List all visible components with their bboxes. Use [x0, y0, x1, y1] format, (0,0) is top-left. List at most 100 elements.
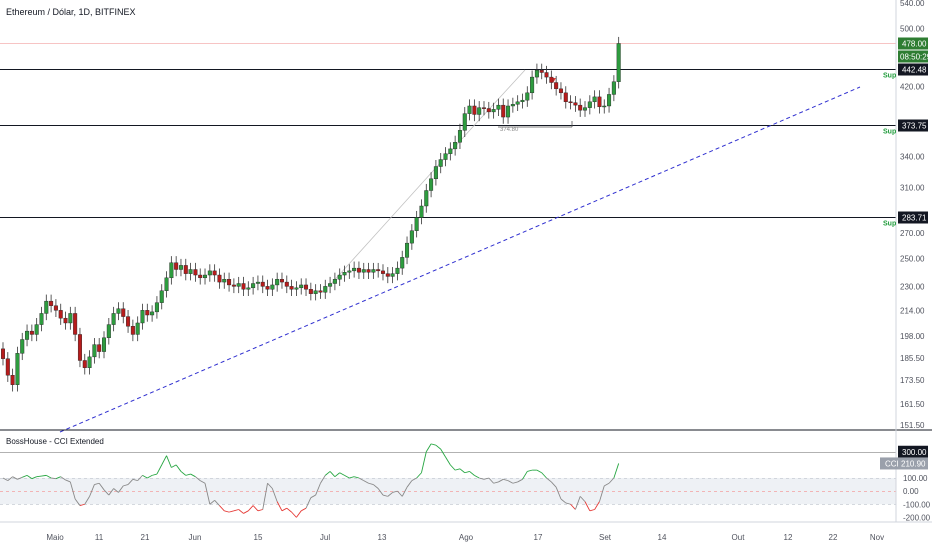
time-tick-label: 12: [784, 533, 793, 542]
cci-segment: [430, 443, 437, 446]
candle: [539, 63, 544, 80]
candle-body: [390, 273, 395, 277]
candle: [563, 86, 568, 109]
candle-body: [376, 269, 381, 272]
candle-body: [347, 270, 352, 273]
candle-body: [231, 284, 236, 287]
candle: [29, 324, 34, 342]
candle: [424, 183, 429, 213]
candle-body: [102, 337, 107, 352]
cci-segment: [503, 478, 509, 482]
candle-body: [145, 310, 150, 316]
cci-segment: [435, 444, 441, 450]
fib-guide-line: [469, 69, 526, 131]
candle-body: [424, 190, 429, 207]
candle-body: [58, 310, 63, 319]
cci-segment: [474, 474, 480, 479]
candle-body: [510, 104, 515, 107]
candle: [260, 275, 265, 294]
cci-segment: [214, 500, 220, 506]
cci-segment: [329, 471, 336, 477]
cci-segment: [142, 474, 148, 479]
candle-body: [299, 284, 304, 289]
candle: [501, 98, 506, 124]
candle: [289, 279, 294, 296]
cci-segment: [281, 507, 288, 512]
cci-segment: [459, 468, 466, 474]
candle: [313, 284, 318, 301]
candle: [477, 101, 482, 122]
candle-body: [63, 317, 68, 324]
cci-segment: [98, 482, 105, 491]
candle-body: [448, 148, 453, 154]
candle: [587, 95, 592, 115]
cci-segment: [608, 477, 615, 484]
level-price-tag: [898, 211, 928, 224]
cci-segment: [46, 474, 52, 479]
cci-segment: [296, 510, 302, 518]
cci-segment: [103, 489, 110, 496]
candle: [443, 147, 448, 167]
candle-body: [308, 289, 313, 294]
time-tick-label: 11: [95, 533, 104, 542]
candle: [390, 267, 395, 284]
candle-body: [227, 279, 232, 286]
candle: [549, 70, 554, 90]
candle-body: [159, 290, 164, 303]
cci-segment: [65, 479, 71, 483]
cci-segment: [84, 496, 90, 505]
cci-segment: [209, 499, 215, 505]
candle: [491, 102, 496, 119]
chart-title: Ethereum / Dólar, 1D, BITFINEX: [6, 7, 136, 17]
cci-segment: [247, 505, 254, 512]
candle-body: [534, 70, 539, 78]
price-tick-label: 270.00: [900, 229, 925, 238]
cci-segment: [252, 505, 259, 512]
candle-body: [332, 279, 337, 284]
cci-segment: [233, 509, 239, 512]
cci-segment: [464, 471, 470, 474]
candle-body: [419, 205, 424, 218]
candle-body: [20, 339, 25, 354]
time-axis[interactable]: Maio 11 21 Jun 15 Jul 13 Ago 17 Set 14 Out 12 22 Nov: [46, 533, 884, 542]
candle: [58, 303, 63, 325]
candle-body: [342, 272, 347, 276]
cci-segment: [2, 477, 9, 482]
cci-segment: [584, 501, 591, 512]
time-tick-label: Jun: [189, 533, 202, 542]
cci-axis[interactable]: 100.00 0.00 -100.00 -200.00 300.00 CCI 210.90: [880, 445, 931, 523]
candle-body: [520, 99, 525, 103]
cci-segment: [51, 477, 56, 480]
cci-segment: [305, 497, 312, 509]
cci-segment: [599, 485, 605, 502]
cci-tick-label: -200.00: [903, 513, 931, 522]
cci-segment: [541, 472, 547, 479]
price-tick-label: 340.00: [900, 153, 925, 162]
cci-tick-label: -100.00: [903, 500, 931, 509]
time-tick-label: 13: [378, 533, 387, 542]
cci-segment: [243, 510, 249, 514]
cci-segment: [397, 490, 403, 497]
cci-segment: [151, 473, 158, 476]
candle: [318, 284, 323, 299]
candle-body: [611, 81, 616, 95]
candle-body: [616, 43, 621, 82]
candle-body: [506, 105, 511, 118]
candle: [255, 275, 260, 291]
price-tick-label: 151.50: [900, 421, 925, 430]
candlestick-series: [1, 36, 621, 392]
time-tick-label: Ago: [459, 533, 474, 542]
candle: [53, 299, 58, 318]
candle-body: [53, 305, 58, 311]
cci-segment: [574, 496, 581, 510]
candle-body: [438, 159, 443, 167]
candle: [49, 294, 54, 313]
cci-segment: [204, 483, 211, 505]
candle: [25, 324, 30, 347]
cci-segment: [363, 480, 369, 484]
candle: [73, 306, 78, 342]
candle: [573, 96, 578, 112]
candle: [203, 268, 208, 285]
cci-segment: [334, 472, 340, 478]
candle: [510, 97, 515, 113]
